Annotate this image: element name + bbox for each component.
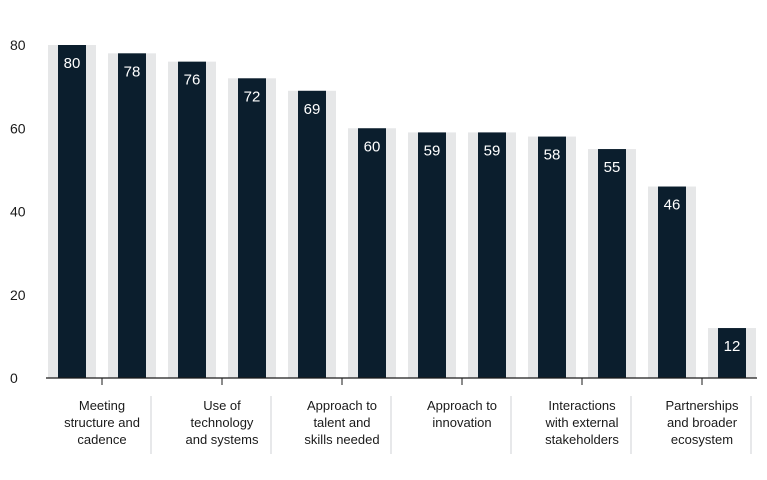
category-label: Interactions with external stakeholders [545,398,620,447]
bar-value-label: 60 [364,138,381,155]
category-label-line: ecosystem [671,432,733,447]
bar [538,136,566,378]
category-label-line: Approach to [427,398,497,413]
y-tick-label: 60 [10,120,26,136]
bar [718,328,746,378]
bar [298,90,326,378]
category-label-line: and broader [667,415,738,430]
bar [58,45,86,378]
bar-value-label: 46 [664,197,681,214]
x-axis-ticks [101,378,752,454]
category-label: Approach to talent and skills needed [304,398,379,447]
bar [418,132,446,378]
category-label-line: cadence [77,432,126,447]
category-label: Meeting structure and cadence [64,398,140,447]
bar [598,149,626,378]
bar-value-label: 55 [604,159,621,176]
category-label-line: Interactions [548,398,616,413]
bar-value-label: 76 [184,72,201,89]
category-label-line: and systems [186,432,259,447]
bar-value-label: 80 [64,55,81,72]
bar [238,78,266,379]
category-label: Use of technology and systems [186,398,259,447]
category-label-line: with external [545,415,619,430]
category-label: Approach to innovation [427,398,497,430]
category-label-line: structure and [64,415,140,430]
category-label-line: stakeholders [545,432,619,447]
bar-value-label: 59 [484,142,501,159]
y-tick-label: 80 [10,37,26,53]
category-label-line: Meeting [79,398,125,413]
bar [478,132,506,378]
category-label-line: talent and [313,415,370,430]
category-label-line: Approach to [307,398,377,413]
y-tick-label: 0 [10,370,18,386]
category-labels: Meeting structure and cadence Use of technol… [64,398,739,447]
bar [178,61,206,379]
bar-value-label: 72 [244,88,261,105]
y-axis: 0 20 40 60 80 [10,37,26,386]
bar [358,128,386,378]
bar [118,53,146,378]
bar-value-label: 78 [124,63,141,80]
category-label: Partnerships and broader ecosystem [666,398,739,447]
category-label-line: Partnerships [666,398,739,413]
category-label-line: innovation [432,415,491,430]
y-tick-label: 20 [10,287,26,303]
category-label-line: skills needed [304,432,379,447]
bar-value-label: 58 [544,147,561,164]
category-label-line: Use of [203,398,241,413]
bar-value-label: 69 [304,101,321,118]
bar-value-label: 59 [424,142,441,159]
y-tick-label: 40 [10,204,26,220]
bar-value-label: 12 [724,338,741,355]
bar [658,186,686,378]
category-label-line: technology [191,415,254,430]
bars-group: 80 78 76 72 69 60 59 59 58 55 46 12 [48,45,756,379]
